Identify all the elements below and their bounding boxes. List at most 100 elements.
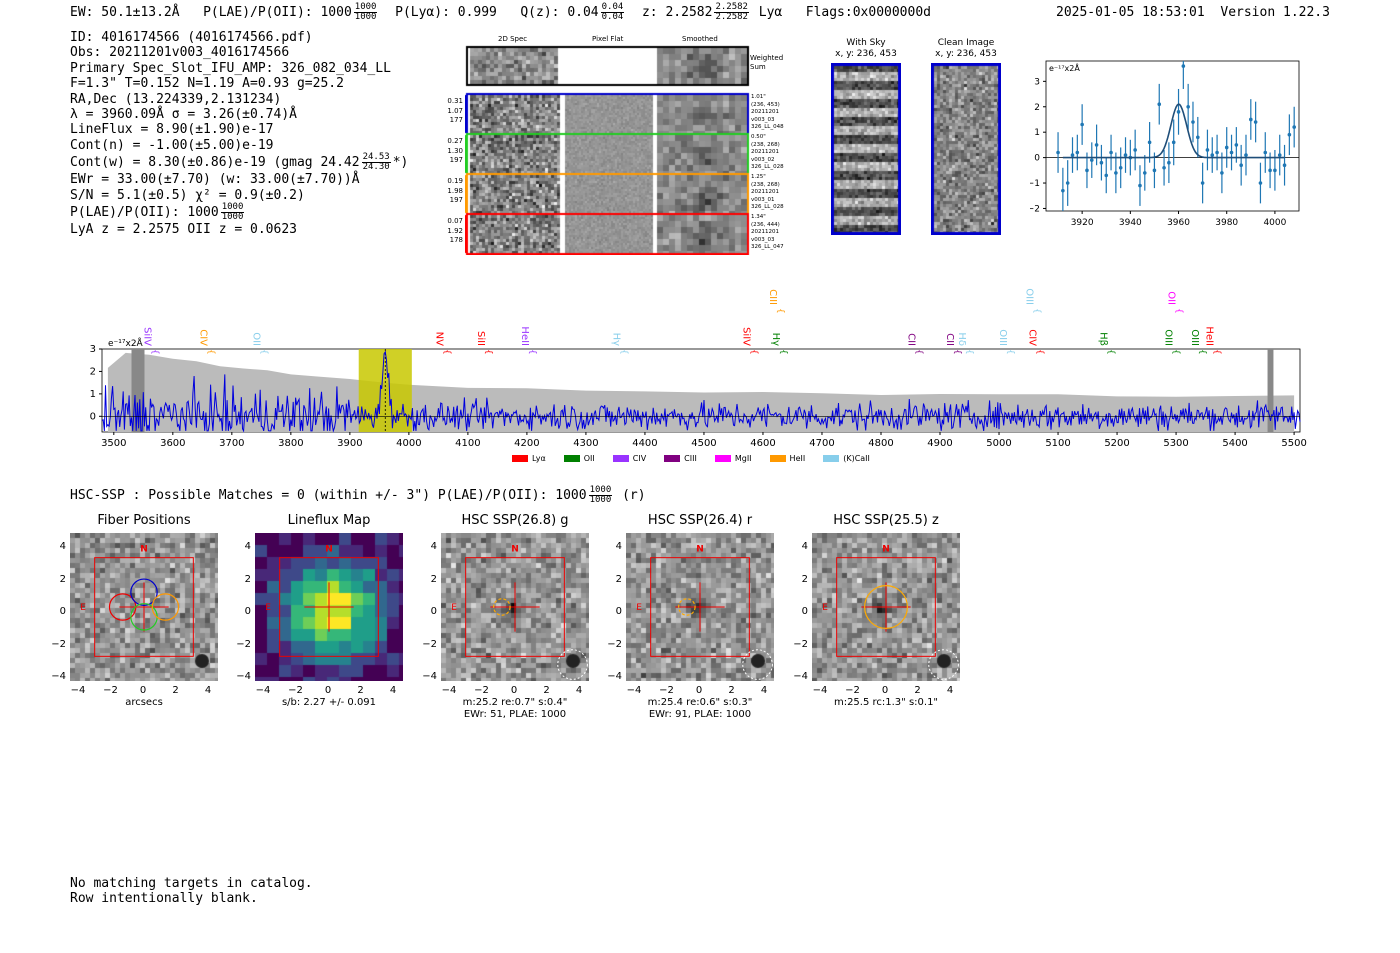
fit-data-point [1167, 160, 1171, 165]
header-line: EW: 50.1±13.2Å P(LAE)/P(OII): 1000 1000 10… [70, 3, 931, 22]
north-label: N [325, 544, 333, 554]
emission-line-label: CIII [767, 289, 778, 305]
east-label: E [822, 603, 828, 613]
with-sky-title: With Sky x, y: 236, 453 [835, 38, 897, 59]
panel-x-tick-label: −4 [626, 685, 642, 696]
fit-x-tick-label: 3920 [1071, 218, 1094, 228]
panel-x-tick-label: −4 [255, 685, 271, 696]
legend-swatch [512, 455, 528, 462]
panel-x-tick-label: 0 [510, 685, 518, 696]
panel-x-tick-label: −4 [812, 685, 828, 696]
spectrum-x-tick-label: 5200 [1104, 438, 1129, 449]
panel-x-tick-label: −2 [659, 685, 674, 696]
spectrum-x-tick-label: 4000 [396, 438, 421, 449]
info-ewr: EWr = 33.00(±7.70) (w: 33.00(±7.70))Å [70, 172, 360, 188]
info-radec: RA,Dec (13.224339,2.131234) [70, 91, 282, 107]
emission-line-brace: { [748, 349, 758, 355]
spectrum-x-tick-label: 3800 [278, 438, 303, 449]
panel-y-tick-label: 4 [244, 541, 251, 552]
info-primary: Primary Spec_Slot_IFU_AMP: 326_082_034_L… [70, 60, 391, 76]
emission-line-brace: { [1197, 349, 1207, 355]
spectrum-x-tick-label: 4500 [691, 438, 716, 449]
panel-x-tick-label: 4 [204, 685, 212, 696]
panel-x-tick-label: 2 [914, 685, 921, 696]
north-label: N [696, 544, 704, 554]
cutout-row-values: 0.31 1.07 177 [447, 97, 463, 124]
emission-line-label: CIV [1027, 329, 1038, 346]
cutout-row-note: 1.01" (236, 453) 20211201 v003_03 326_LL_048 [751, 94, 784, 130]
fit-data-point [1157, 102, 1162, 107]
fit-data-point [1104, 173, 1109, 178]
fiber-circle [130, 578, 158, 606]
fit-data-point [1229, 150, 1234, 155]
legend-label: CIV [632, 454, 647, 463]
fit-data-point [1176, 110, 1181, 114]
emission-line-brace: { [149, 349, 159, 355]
panel-y-tick-label: 0 [801, 606, 808, 617]
panel-x-tick-label: 4 [575, 685, 583, 696]
fit-data-point [1253, 120, 1258, 124]
flags-value: Flags:0x0000000d [805, 5, 931, 20]
panel-y-tick-label: −2 [793, 638, 808, 650]
legend-item: HeII [769, 454, 805, 463]
legend-label: MgII [734, 454, 752, 463]
fit-data-point [1123, 153, 1128, 157]
line-id: Lyα [758, 5, 783, 20]
panel-caption: EWr: 51, PLAE: 1000 [463, 709, 567, 720]
panel-y-tick-label: −2 [607, 638, 622, 650]
footer-line-1: No matching targets in catalog. [70, 876, 313, 891]
spectra-cutouts [465, 45, 750, 255]
legend-item: MgII [714, 454, 752, 463]
east-label: E [80, 603, 86, 613]
fit-data-point [1273, 168, 1277, 173]
fit-ylabel: e⁻¹⁷x2Å [1049, 62, 1080, 73]
panel-y-tick-label: −2 [422, 638, 437, 650]
fit-data-point [1210, 153, 1215, 157]
panel-x-tick-label: 0 [695, 685, 703, 696]
emission-line-brace: { [1005, 349, 1015, 355]
emission-line-brace: { [1032, 308, 1042, 314]
fit-data-point [1085, 168, 1089, 173]
spectrum-x-tick-label: 5100 [1045, 438, 1070, 449]
emission-line-label: CII [944, 333, 955, 346]
fit-data-point [1133, 148, 1137, 152]
emission-line-label: OII [251, 332, 262, 346]
fit-data-point [1089, 158, 1094, 162]
fit-data-point [1268, 168, 1272, 173]
header-datetime-version: 2025-01-05 18:53:01 Version 1.22.3 [1056, 5, 1330, 20]
panel-title: Fiber Positions [97, 513, 191, 528]
legend-item: CIII [664, 454, 697, 463]
fit-data-point [1061, 188, 1065, 193]
spectrum-x-tick-label: 5000 [986, 438, 1011, 449]
plae-value: P(LAE)/P(OII): 1000 [203, 5, 352, 20]
spectrum-x-tick-label: 3700 [219, 438, 244, 449]
fit-data-point [1249, 117, 1253, 122]
fit-x-tick-label: 4000 [1263, 218, 1286, 228]
panel-y-tick-label: 0 [615, 606, 622, 617]
fiber-circle [151, 593, 180, 621]
panel-title: HSC SSP(26.4) r [647, 513, 753, 528]
panel-y-tick-label: 0 [244, 606, 251, 617]
panel-overlay: NE [265, 544, 379, 657]
panel-y-tick-label: 2 [430, 573, 437, 585]
panel-x-tick-label: 2 [543, 685, 550, 696]
cutout-row-note: 1.25" (238, 268) 20211201 v003_01 326_LL_028 [751, 174, 784, 210]
fit-data-point [1118, 165, 1123, 170]
emission-line-brace: { [1212, 349, 1222, 355]
spectrum-x-tick-label: 5400 [1222, 438, 1247, 449]
spectrum-ylabel: e⁻¹⁷x2Å [108, 337, 144, 349]
info-plae: P(LAE)/P(OII): 1000 1000 1000 [70, 202, 245, 223]
panel-title: Lineflux Map [287, 513, 371, 528]
fit-y-tick-label: 3 [1034, 77, 1040, 87]
emission-line-brace: { [778, 349, 788, 355]
panel-x-tick-label: −2 [288, 685, 303, 696]
fit-data-point [1244, 153, 1248, 157]
emission-line-label: Hδ [956, 332, 967, 346]
panel-x-tick-label: 2 [357, 685, 364, 696]
fit-data-point [1287, 132, 1292, 137]
east-label: E [265, 603, 271, 613]
info-lambda: λ = 3960.09Å σ = 3.26(±0.74)Å [70, 107, 297, 123]
fit-data-point [1094, 143, 1099, 147]
cutout-row-values: 0.07 1.92 178 [447, 217, 463, 244]
col-smoothed: Smoothed [682, 35, 718, 43]
